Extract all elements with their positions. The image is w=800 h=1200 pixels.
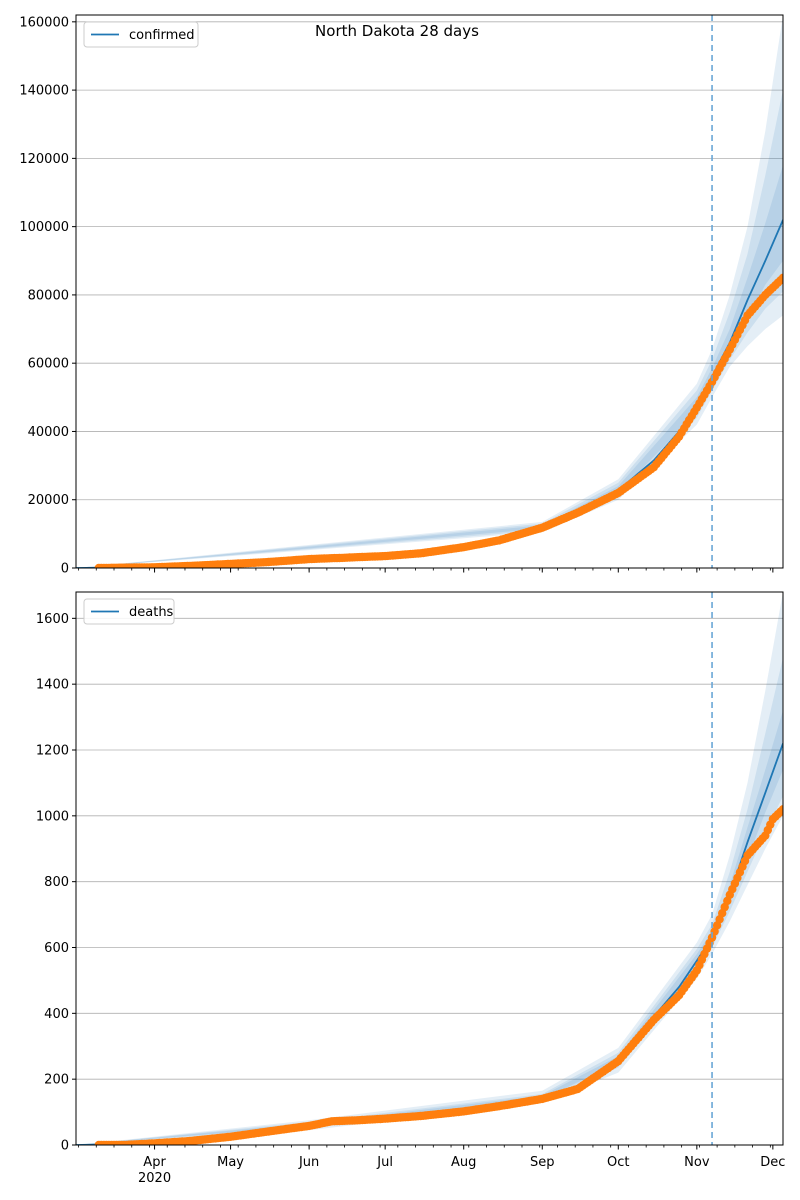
confirmed-panel: 0 20000 40000 60000 80000 100000 120000 140000 1… [19, 14, 784, 577]
legend: confirmed [83, 21, 199, 48]
y-tick-label: 0 [61, 562, 69, 577]
y-tick-label: 1400 [36, 678, 69, 693]
axes-frame [75, 14, 784, 569]
y-tick-label: 1600 [36, 612, 69, 627]
axes-frame [75, 591, 784, 1146]
y-tick-label: 0 [61, 1139, 69, 1154]
y-tick-label: 1000 [36, 809, 69, 824]
legend-label: deaths [129, 605, 174, 620]
legend: deaths [83, 598, 175, 625]
legend-label: confirmed [129, 28, 195, 43]
x-tick-label: Aug [451, 1155, 476, 1170]
observed-points [94, 805, 783, 1145]
plot-area [76, 592, 783, 1145]
legend-box [83, 21, 199, 48]
y-tick-label: 60000 [28, 357, 69, 372]
y-tick-label: 20000 [28, 493, 69, 508]
x-tick-label: Jul [376, 1155, 393, 1170]
x-tick-label: Jun [298, 1155, 319, 1170]
y-tick-label: 800 [44, 875, 69, 890]
x-tick-label: Oct [607, 1155, 629, 1170]
y-tick-label: 400 [44, 1007, 69, 1022]
plot-area [76, 15, 783, 568]
observed-point [778, 273, 783, 282]
legend-box [83, 598, 175, 625]
x-tick-label: Sep [530, 1155, 555, 1170]
observed-point [778, 805, 783, 814]
y-tick-label: 140000 [19, 84, 69, 99]
y-tick-label: 100000 [19, 220, 69, 235]
x-tick-label: Dec [760, 1155, 785, 1170]
x-tick-label: Apr [143, 1155, 166, 1170]
y-tick-label: 120000 [19, 152, 69, 167]
y-tick-label: 1200 [36, 744, 69, 759]
y-tick-label: 160000 [19, 15, 69, 30]
y-tick-label: 200 [44, 1073, 69, 1088]
y-tick-label: 600 [44, 941, 69, 956]
figure-title: North Dakota 28 days [315, 22, 479, 40]
x-tick-label: May [217, 1155, 244, 1170]
x-tick-sublabel: 2020 [138, 1171, 171, 1186]
x-tick-label: Nov [684, 1155, 710, 1170]
observed-points [94, 273, 783, 568]
y-tick-label: 80000 [28, 288, 69, 303]
y-tick-label: 40000 [28, 425, 69, 440]
